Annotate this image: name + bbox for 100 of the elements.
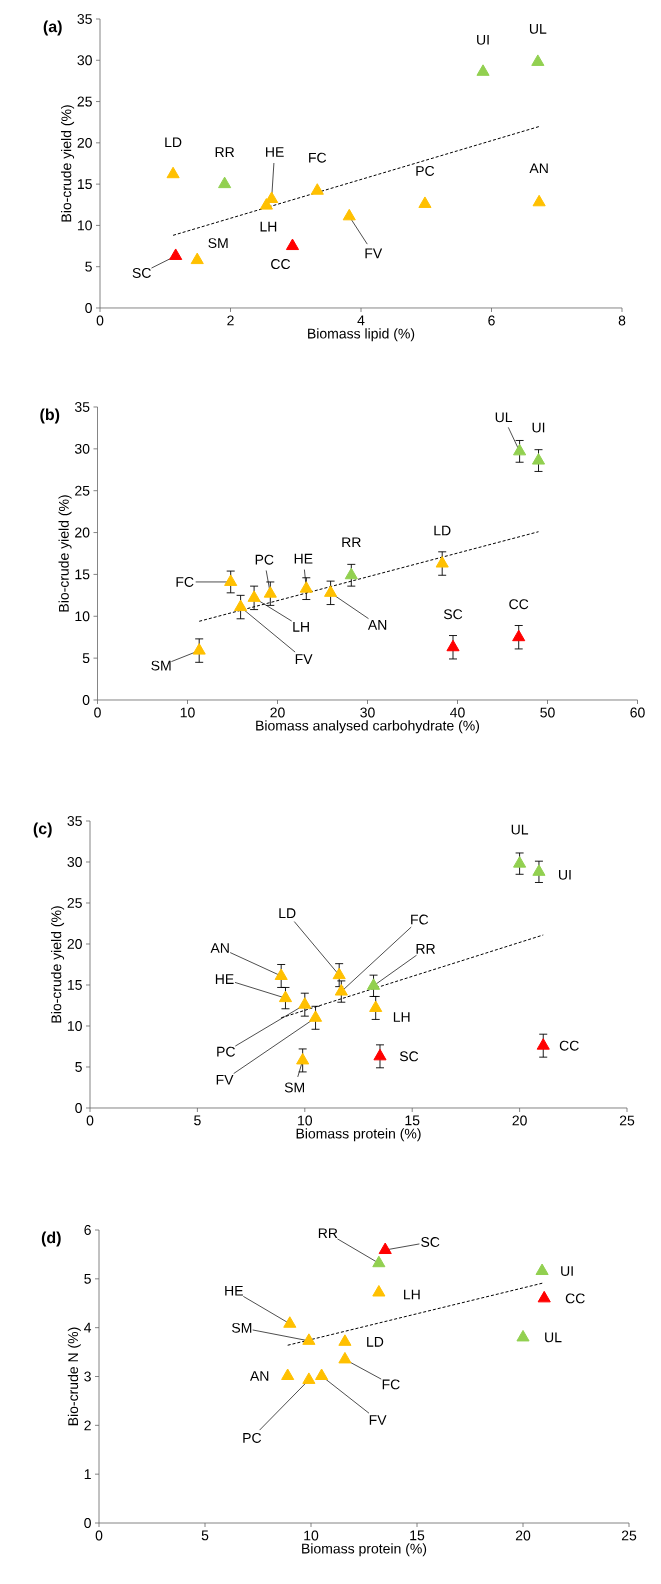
annotation: HE	[294, 553, 313, 564]
y-tick-label: 0	[75, 1103, 82, 1113]
annotation: LD	[434, 525, 451, 536]
point	[334, 984, 348, 996]
x-axis-title: Biomass lipid (%)	[308, 328, 415, 342]
annotation: CC	[559, 1040, 579, 1051]
annotation: FV	[295, 654, 313, 664]
chart-title: (c)	[33, 822, 52, 838]
y-tick-label: 0	[82, 695, 90, 705]
x-axis-title: Biomass analysed carbohydrate (%)	[256, 720, 480, 734]
y-tick-label: 0	[85, 303, 92, 313]
point	[344, 567, 358, 580]
annotation: AN	[249, 1371, 269, 1381]
x-tick-label: 10	[298, 1115, 313, 1126]
y-tick-label: 20	[75, 527, 90, 538]
point	[332, 967, 346, 980]
annotation: SC	[399, 1051, 419, 1062]
y-tick-label: 20	[67, 939, 82, 949]
x-tick-label: 2	[227, 315, 234, 326]
x-tick-label: 8	[618, 315, 626, 326]
point	[372, 1285, 386, 1297]
y-tick-label: 5	[82, 653, 90, 664]
y-tick-label: 25	[75, 485, 90, 496]
annotation: LH	[393, 1012, 410, 1022]
x-tick-label: 20	[512, 1115, 527, 1126]
y-tick-label: 15	[67, 980, 82, 990]
point	[302, 1372, 316, 1384]
point	[532, 194, 546, 207]
x-tick-label: 30	[360, 707, 375, 718]
point	[418, 196, 432, 208]
annotation: CC	[509, 599, 529, 610]
point	[218, 176, 232, 189]
annotation: UL	[545, 1332, 562, 1343]
y-tick-label: 30	[77, 55, 92, 66]
y-tick-label: 30	[74, 443, 90, 454]
y-tick-label: 10	[75, 611, 90, 622]
point	[446, 639, 460, 652]
annotation: AN	[529, 163, 548, 174]
x-tick-label: 6	[488, 315, 495, 326]
x-tick-label: 25	[621, 1530, 637, 1541]
point	[372, 1255, 386, 1268]
point	[512, 629, 526, 642]
point	[299, 581, 313, 593]
point	[373, 1048, 387, 1061]
point	[296, 1052, 310, 1065]
annotation: SC	[421, 1237, 440, 1247]
annotation: RR	[342, 537, 361, 548]
point	[274, 968, 288, 980]
x-tick-label: 5	[201, 1530, 209, 1541]
annotation: SC	[443, 609, 463, 620]
point	[324, 585, 338, 597]
y-tick-label: 15	[77, 179, 92, 190]
annotation: CC	[271, 259, 291, 270]
chart-title: (b)	[40, 408, 60, 424]
point	[366, 978, 381, 990]
x-tick-label: 10	[180, 707, 195, 718]
annotation: SM	[232, 1322, 252, 1333]
point	[476, 64, 490, 76]
point	[263, 586, 277, 598]
point	[536, 1038, 550, 1050]
x-axis-title: Biomass protein (%)	[302, 1543, 427, 1557]
annotation: UL	[511, 824, 529, 835]
annotation: FC	[176, 576, 194, 587]
y-tick-label: 2	[84, 1420, 91, 1431]
annotation: LD	[165, 137, 182, 148]
annotation: UI	[477, 34, 489, 45]
point	[338, 1351, 352, 1364]
y-tick-label: 10	[77, 220, 92, 231]
chart-title: (d)	[41, 1231, 61, 1247]
y-tick-label: 5	[85, 261, 92, 272]
annotation: FV	[216, 1074, 234, 1085]
annotation: RR	[318, 1228, 338, 1239]
y-tick-label: 5	[75, 1062, 82, 1072]
y-tick-label: 15	[75, 569, 90, 580]
x-tick-label: 60	[630, 707, 645, 718]
annotation: PC	[416, 165, 435, 176]
annotation: UL	[529, 24, 547, 34]
annotation: RR	[416, 944, 436, 954]
y-tick-label: 1	[84, 1469, 91, 1479]
point	[247, 590, 261, 602]
annotation: FV	[369, 1415, 387, 1425]
annotation: LH	[404, 1289, 420, 1300]
x-tick-label: 0	[95, 1530, 103, 1541]
x-tick-label: 4	[357, 315, 365, 326]
y-axis-title: Bio-crude yield (%)	[61, 105, 75, 222]
x-tick-label: 25	[619, 1115, 635, 1126]
annotation: LD	[367, 1337, 384, 1347]
point	[435, 556, 449, 568]
y-axis-title: Bio-crude N (%)	[67, 1327, 81, 1426]
point	[369, 1000, 383, 1012]
x-tick-label: 40	[450, 707, 465, 718]
point	[234, 599, 248, 612]
point	[535, 1263, 549, 1276]
point	[281, 1368, 295, 1381]
point	[513, 856, 527, 868]
point	[342, 208, 356, 221]
y-axis-title: Bio-crude yield (%)	[58, 495, 72, 612]
point	[192, 643, 206, 655]
annotation: UL	[495, 412, 513, 423]
point	[283, 1316, 297, 1328]
